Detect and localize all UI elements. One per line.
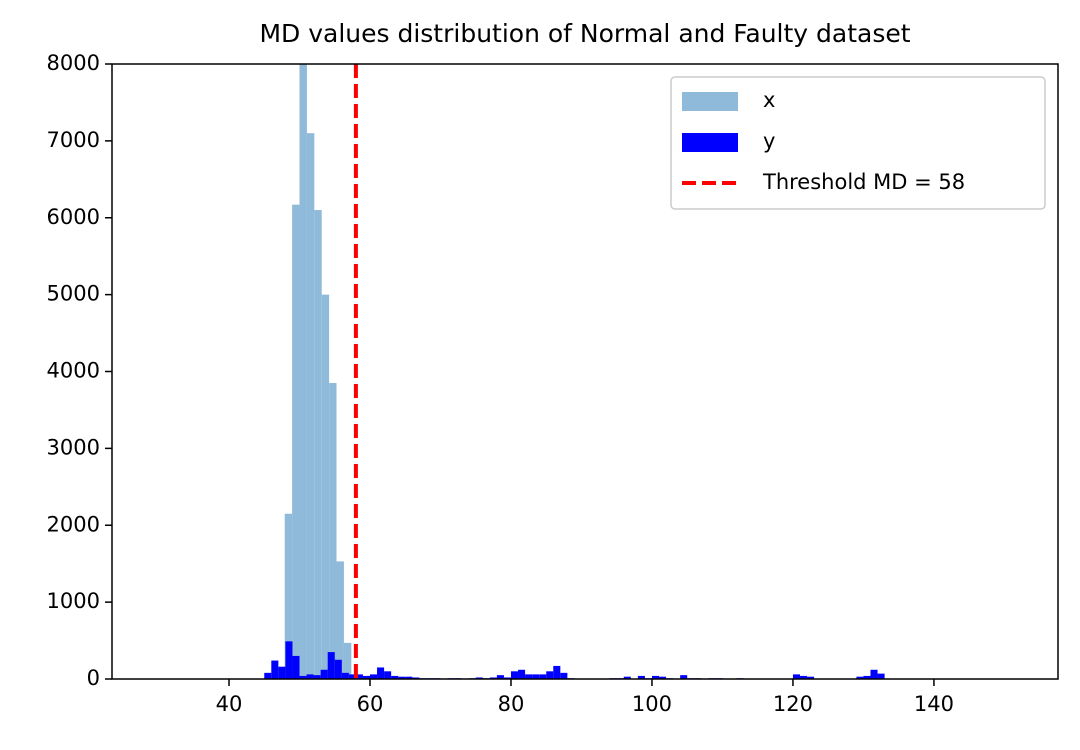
bar [278,667,285,679]
x-tick-label: 80 [498,692,525,716]
bar [560,673,567,679]
bar [511,671,518,679]
y-tick-label: 2000 [47,512,100,536]
bar [300,33,307,679]
bar [314,210,321,679]
legend-swatch [682,133,738,152]
chart-title: MD values distribution of Normal and Fau… [259,19,910,48]
y-tick-label: 3000 [47,435,100,459]
y-tick-label: 8000 [47,51,100,75]
bar [342,673,349,679]
bar [384,671,391,679]
x-tick-label: 100 [632,692,672,716]
bar [322,295,329,679]
x-tick-label: 120 [773,692,813,716]
bar [285,641,292,679]
bar [546,671,553,679]
y-tick-label: 0 [87,666,100,690]
bar [271,661,278,679]
y-tick-label: 7000 [47,128,100,152]
y-tick-label: 6000 [47,205,100,229]
y-tick-label: 5000 [47,282,100,306]
x-tick-label: 40 [216,692,243,716]
bar [553,666,560,679]
bar [335,660,342,679]
bar [292,656,299,679]
legend-label: x [763,88,775,112]
bar [377,667,384,679]
bar [321,670,328,679]
y-tick-label: 4000 [47,359,100,383]
bar [329,383,336,679]
bar [878,674,885,679]
bar [328,652,335,679]
y-tick-label: 1000 [47,589,100,613]
legend-swatch [682,92,738,111]
x-tick-label: 140 [914,692,954,716]
legend-label: Threshold MD = 58 [762,170,965,194]
bar [292,205,299,679]
bar [518,670,525,679]
x-tick-label: 60 [357,692,384,716]
bar [264,673,271,679]
legend-label: y [763,129,775,153]
bar [870,670,877,679]
bar [307,133,314,679]
